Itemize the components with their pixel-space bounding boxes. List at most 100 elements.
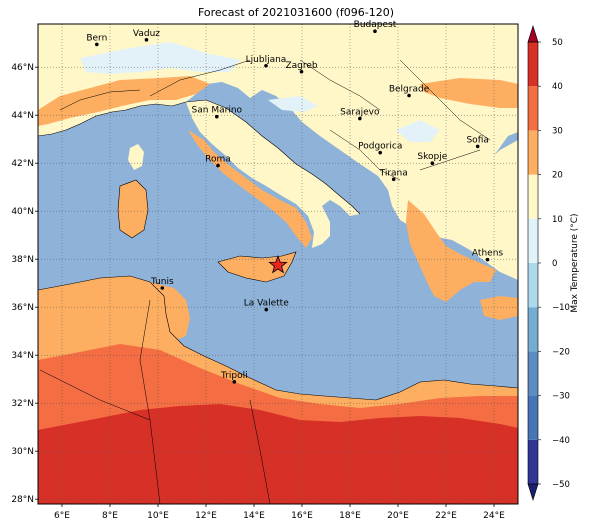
colorbar-segment	[528, 395, 538, 440]
star-marker-layer	[268, 255, 288, 274]
colorbar-tick-label: −50	[552, 480, 570, 490]
colorbar-segment	[528, 439, 538, 484]
x-tick-label: 18°E	[339, 511, 361, 521]
city-marker	[264, 63, 268, 68]
x-tick-label: 12°E	[195, 511, 217, 521]
city-label: Tunis	[150, 277, 174, 287]
x-tick-label: 22°E	[435, 511, 457, 521]
city-label: Zagreb	[285, 61, 317, 71]
map-frame	[37, 23, 519, 505]
city-marker	[378, 150, 383, 155]
city-label: Tripoli	[220, 371, 248, 381]
city-label: Bern	[86, 33, 107, 43]
colorbar-extend-min	[527, 483, 539, 502]
north-pale-region	[268, 96, 318, 112]
city-marker	[485, 257, 490, 262]
colorbar: 50 40 30 20 10 0 −10 −20 −30 −40 −50 Max Temperatur…	[527, 24, 580, 502]
city-marker	[299, 69, 304, 74]
city-label: Roma	[205, 155, 231, 165]
colorbar-tick-label: 30	[552, 126, 563, 136]
colorbar-segment	[528, 351, 538, 396]
alpine-cold-region	[80, 42, 240, 74]
y-tick-label: 44°N	[11, 111, 34, 121]
city-marker	[373, 29, 377, 33]
colorbar-segment	[528, 263, 538, 308]
city-marker	[216, 163, 220, 168]
city-marker	[215, 114, 219, 119]
city-marker	[232, 380, 237, 384]
tunisia-warm	[150, 282, 190, 340]
x-tick-label: 20°E	[387, 511, 409, 521]
city-marker	[430, 161, 435, 165]
city-label: Athens	[472, 249, 503, 259]
coastlines	[38, 99, 518, 401]
x-tick-label: 10°E	[147, 511, 169, 521]
y-tick-label: 28°N	[11, 495, 34, 505]
greece-land	[406, 200, 496, 302]
lat-lon-grid	[38, 24, 518, 504]
city-label: Belgrade	[389, 85, 430, 95]
colorbar-tick-label: −30	[552, 392, 570, 402]
city-marker	[264, 307, 269, 312]
y-tick-label: 36°N	[11, 303, 34, 313]
colorbar-segment	[528, 307, 538, 352]
city-marker	[475, 144, 480, 149]
city-label: Vaduz	[133, 29, 160, 39]
colorbar-extend-max	[527, 24, 539, 43]
city-label: Podgorica	[358, 142, 402, 152]
city-label: Tirana	[379, 168, 408, 178]
colorbar-tick-label: 10	[552, 215, 563, 225]
city-label: Ljubljana	[246, 55, 287, 65]
warm-band-east	[420, 78, 518, 108]
colorbar-segment	[528, 42, 538, 87]
colorbar-tick-label: 50	[552, 38, 563, 48]
city-marker	[358, 116, 362, 121]
location-star-marker	[268, 255, 288, 274]
y-tick-label: 42°N	[11, 159, 34, 169]
colorbar-title: Max Temperature (°C)	[570, 213, 580, 312]
x-tick-label: 6°E	[54, 511, 70, 521]
city-label: Sarajevo	[340, 108, 380, 118]
colorbar-tick-label: −40	[552, 436, 570, 446]
x-tick-label: 14°E	[243, 511, 265, 521]
italy-west-coast-warm	[188, 130, 312, 248]
balkan-cold-region	[396, 120, 440, 142]
y-tick-label: 30°N	[11, 447, 34, 457]
city-marker	[160, 286, 165, 290]
y-tick-label: 38°N	[11, 255, 34, 265]
axis-ticks: 6°E 8°E 10°E 12°E 14°E 16°E 18°E 20°E 22°E 24°E 28…	[11, 63, 505, 521]
city-marker	[391, 177, 396, 182]
city-label: San Marino	[192, 106, 243, 116]
y-tick-label: 32°N	[11, 399, 34, 409]
city-marker	[144, 38, 149, 42]
x-tick-label: 24°E	[483, 511, 505, 521]
corsica-land	[128, 144, 144, 170]
colorbar-segment	[528, 86, 538, 131]
city-label: Sofia	[466, 135, 488, 145]
colorbar-segment	[528, 218, 538, 263]
colorbar-segment	[528, 174, 538, 219]
city-label: Skopje	[417, 152, 447, 162]
colorbar-tick-label: 40	[552, 82, 563, 92]
europe-land-region	[38, 24, 518, 226]
colorbar-segment	[528, 130, 538, 175]
map-title: Forecast of 2021031600 (f096-120)	[197, 6, 395, 19]
y-tick-label: 40°N	[11, 207, 34, 217]
italy-land	[186, 100, 360, 248]
balkan-land	[300, 110, 518, 280]
city-marker	[95, 42, 99, 47]
aegean-islands	[480, 296, 518, 320]
city-marker	[407, 93, 411, 98]
x-tick-label: 8°E	[102, 511, 118, 521]
colorbar-tick-label: 0	[552, 259, 557, 269]
y-tick-label: 46°N	[11, 63, 34, 73]
warm-band-po	[38, 76, 210, 126]
city-label: Budapest	[354, 20, 397, 30]
sardinia-land	[118, 180, 148, 238]
colorbar-tick-label: −20	[552, 347, 570, 357]
colorbar-tick-label: −10	[552, 303, 570, 313]
y-tick-label: 34°N	[11, 351, 34, 361]
temperature-field	[38, 24, 518, 504]
